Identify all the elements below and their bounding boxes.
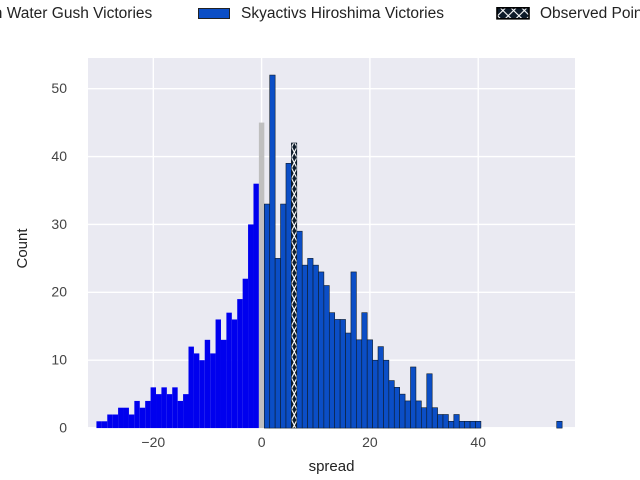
- svg-text:Count: Count: [14, 228, 31, 269]
- svg-text:−20: −20: [141, 434, 165, 450]
- svg-text:spread: spread: [309, 458, 355, 475]
- svg-text:0: 0: [59, 420, 67, 436]
- svg-text:30: 30: [51, 216, 67, 232]
- svg-text:0: 0: [258, 434, 266, 450]
- svg-text:10: 10: [51, 352, 67, 368]
- svg-text:20: 20: [362, 434, 378, 450]
- svg-text:20: 20: [51, 284, 67, 300]
- svg-text:50: 50: [51, 80, 67, 96]
- svg-text:40: 40: [470, 434, 486, 450]
- svg-text:40: 40: [51, 148, 67, 164]
